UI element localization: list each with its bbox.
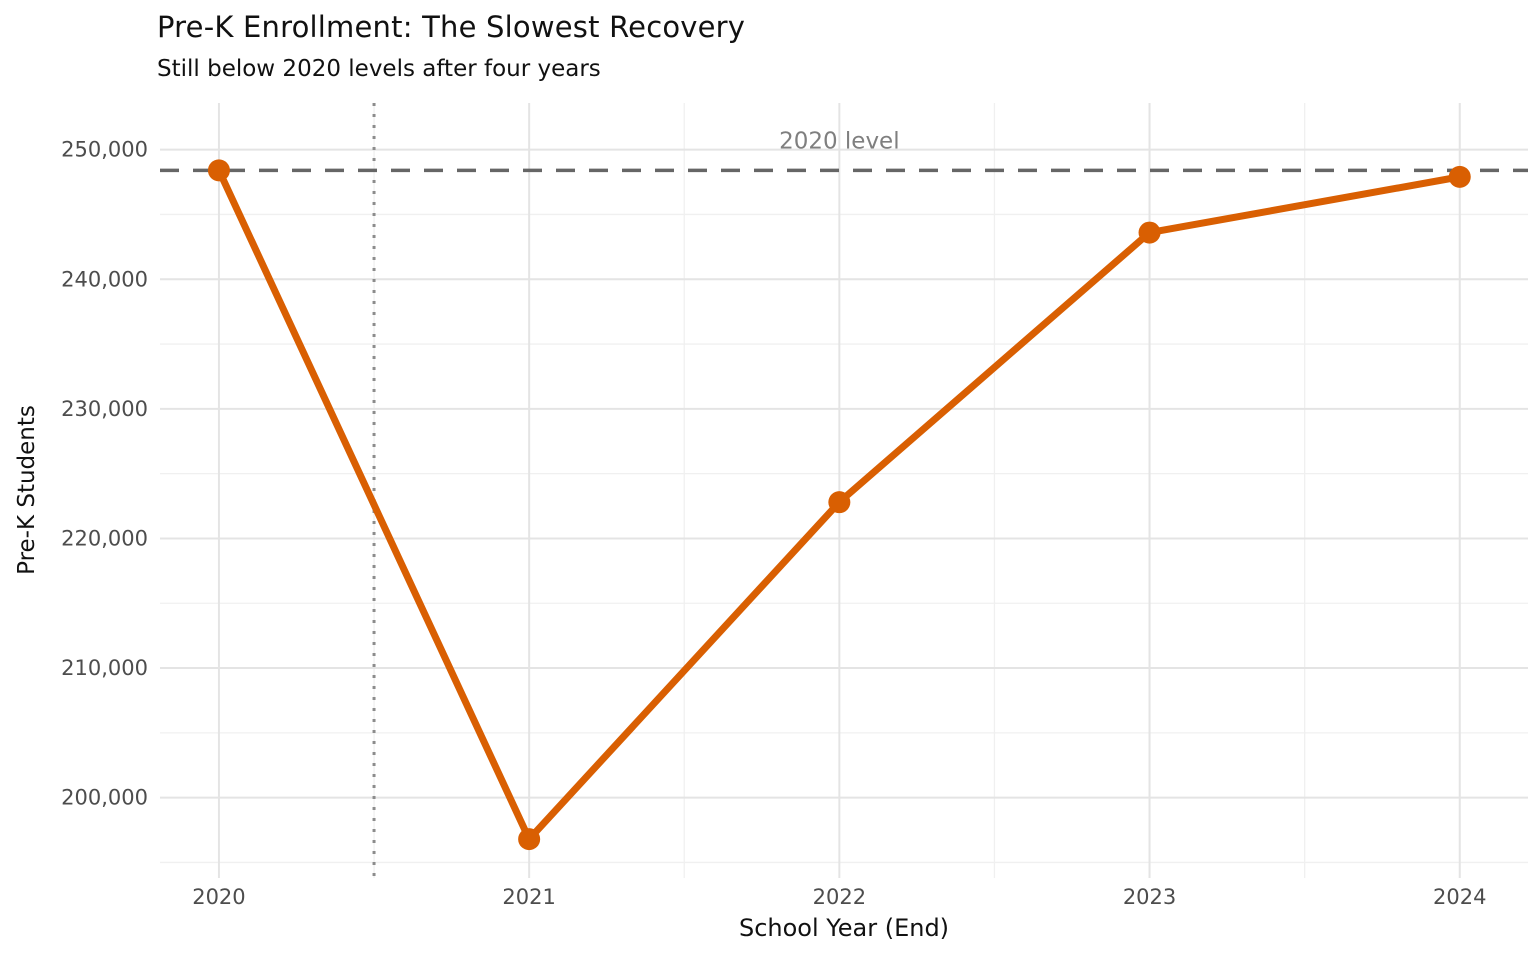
y-tick-label: 230,000 [61,397,148,421]
chart-title: Pre-K Enrollment: The Slowest Recovery [157,10,746,44]
data-point-2024 [1448,165,1471,188]
x-tick-label: 2023 [1123,885,1176,909]
x-tick-label: 2024 [1433,885,1486,909]
x-tick-label: 2020 [192,885,245,909]
y-tick-label: 220,000 [61,526,148,550]
y-tick-label: 240,000 [61,267,148,291]
x-tick-label: 2021 [502,885,555,909]
y-tick-label: 200,000 [61,786,148,810]
reference-line-label: 2020 level [779,128,900,154]
data-point-2021 [518,828,541,851]
data-point-2022 [828,491,851,514]
y-tick-label: 210,000 [61,656,148,680]
data-point-2020 [207,159,230,182]
data-point-2023 [1138,221,1161,244]
y-tick-label: 250,000 [61,138,148,162]
chart-subtitle: Still below 2020 levels after four years [157,56,601,82]
x-tick-label: 2022 [813,885,866,909]
x-axis-title: School Year (End) [738,914,950,942]
